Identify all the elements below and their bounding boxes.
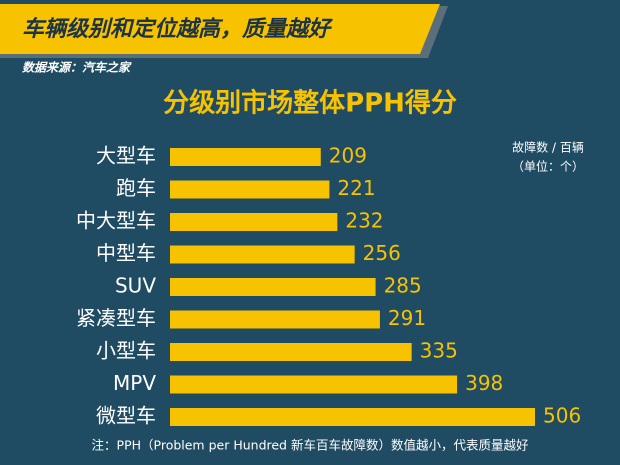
value-label: 291	[388, 306, 426, 330]
value-label: 285	[384, 274, 422, 298]
category-label: SUV	[115, 274, 156, 298]
category-label: 紧凑型车	[76, 306, 156, 330]
value-label: 221	[337, 176, 375, 200]
category-label: 中型车	[96, 241, 156, 265]
headline: 车辆级别和定位越高，质量越好	[22, 16, 334, 42]
value-label: 506	[543, 404, 581, 428]
value-label: 209	[329, 144, 367, 168]
bar	[170, 375, 458, 394]
bar	[170, 408, 535, 426]
bar	[170, 213, 338, 231]
bar	[170, 343, 412, 361]
value-label: 256	[363, 241, 401, 265]
category-label: MPV	[113, 371, 156, 395]
bar	[170, 180, 330, 199]
bar	[170, 310, 380, 329]
bar	[170, 148, 321, 166]
category-label: 小型车	[96, 339, 156, 363]
unit-label: （单位：个）	[512, 159, 584, 174]
value-label: 398	[465, 371, 503, 395]
bar	[170, 245, 355, 264]
category-label: 跑车	[116, 176, 156, 200]
chart-title: 分级别市场整体PPH得分	[163, 88, 457, 119]
banner	[0, 4, 440, 54]
category-label: 微型车	[96, 404, 156, 428]
source: 数据来源：汽车之家	[22, 61, 132, 75]
category-label: 中大型车	[76, 209, 156, 233]
note: 注：PPH（Problem per Hundred 新车百车故障数）数值越小，代…	[92, 438, 529, 453]
unit-label: 故障数 / 百辆	[512, 140, 584, 155]
value-label: 335	[420, 339, 458, 363]
category-label: 大型车	[96, 144, 156, 168]
bar	[170, 278, 376, 296]
value-label: 232	[345, 209, 383, 233]
